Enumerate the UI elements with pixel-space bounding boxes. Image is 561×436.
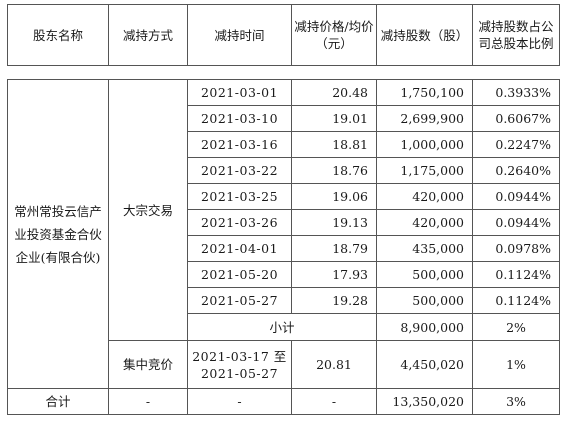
holder-name-cell: 常州常投云信产业投资基金合伙企业(有限合伙) xyxy=(7,79,109,389)
table-row: 2021-04-01 18.79 435,000 0.0978% xyxy=(8,235,560,262)
shares-cell: 2,699,900 xyxy=(376,105,473,132)
shares-cell: 435,000 xyxy=(376,235,473,262)
auction-time-cell: 2021-03-17 至 2021-05-27 xyxy=(187,340,292,389)
ratio-cell: 0.1124% xyxy=(472,287,560,314)
total-time: - xyxy=(187,388,292,415)
date-cell: 2021-04-01 xyxy=(187,235,292,262)
price-cell: 18.76 xyxy=(291,157,377,184)
table-row: 常州常投云信产业投资基金合伙企业(有限合伙) 大宗交易 2021-03-01 2… xyxy=(7,79,560,389)
total-row: 合计 - - - 13,350,020 3% xyxy=(7,388,560,415)
price-cell: 19.01 xyxy=(291,105,377,132)
total-method: - xyxy=(108,388,188,415)
ratio-cell: 0.6067% xyxy=(472,105,560,132)
ratio-cell: 0.0944% xyxy=(472,209,560,236)
price-cell: 17.93 xyxy=(291,261,377,288)
header-row: 股东名称 减持方式 减持时间 减持价格/均价（元） 减持股数（股） 减持股数占公… xyxy=(7,4,560,66)
shares-cell: 500,000 xyxy=(376,287,473,314)
spacer-row xyxy=(7,65,560,80)
total-label: 合计 xyxy=(7,388,109,415)
subtotal-ratio: 2% xyxy=(472,313,560,341)
shares-cell: 1,750,100 xyxy=(376,79,473,106)
table-row: 2021-03-10 19.01 2,699,900 0.6067% xyxy=(8,105,560,132)
shares-cell: 1,175,000 xyxy=(376,157,473,184)
table-row: 2021-03-25 19.06 420,000 0.0944% xyxy=(8,183,560,210)
date-cell: 2021-03-26 xyxy=(187,209,292,236)
date-cell: 2021-03-22 xyxy=(187,157,292,184)
ratio-cell: 0.1124% xyxy=(472,261,560,288)
block-trade-method-cell: 大宗交易 xyxy=(108,79,188,341)
ratio-cell: 0.0944% xyxy=(472,183,560,210)
header-price: 减持价格/均价（元） xyxy=(291,4,377,66)
date-cell: 2021-03-10 xyxy=(187,105,292,132)
shares-cell: 500,000 xyxy=(376,261,473,288)
price-cell: 18.81 xyxy=(291,131,377,158)
header-holder: 股东名称 xyxy=(7,4,109,66)
date-cell: 2021-03-25 xyxy=(187,183,292,210)
table-row: 2021-05-27 19.28 500,000 0.1124% xyxy=(8,287,560,314)
subtotal-label: 小计 xyxy=(187,313,377,341)
date-cell: 2021-05-20 xyxy=(187,261,292,288)
shares-cell: 420,000 xyxy=(376,209,473,236)
table-row: 2021-03-26 19.13 420,000 0.0944% xyxy=(8,209,560,236)
header-method: 减持方式 xyxy=(108,4,188,66)
date-cell: 2021-03-16 xyxy=(187,131,292,158)
reduction-table: 股东名称 减持方式 减持时间 减持价格/均价（元） 减持股数（股） 减持股数占公… xyxy=(7,4,560,415)
auction-price-cell: 20.81 xyxy=(291,340,377,389)
header-ratio: 减持股数占公司总股本比例 xyxy=(472,4,560,66)
total-shares: 13,350,020 xyxy=(376,388,473,415)
auction-method-cell: 集中竞价 xyxy=(108,340,188,389)
header-shares: 减持股数（股） xyxy=(376,4,473,66)
date-cell: 2021-03-01 xyxy=(187,79,292,106)
price-cell: 20.48 xyxy=(291,79,377,106)
ratio-cell: 0.0978% xyxy=(472,235,560,262)
auction-ratio-cell: 1% xyxy=(472,340,560,389)
ratio-cell: 0.2640% xyxy=(472,157,560,184)
subtotal-shares: 8,900,000 xyxy=(376,313,473,341)
price-cell: 19.28 xyxy=(291,287,377,314)
price-cell: 19.06 xyxy=(291,183,377,210)
shares-cell: 1,000,000 xyxy=(376,131,473,158)
ratio-cell: 0.3933% xyxy=(472,79,560,106)
header-time: 减持时间 xyxy=(187,4,292,66)
total-price: - xyxy=(291,388,377,415)
date-cell: 2021-05-27 xyxy=(187,287,292,314)
price-cell: 19.13 xyxy=(291,209,377,236)
auction-shares-cell: 4,450,020 xyxy=(376,340,473,389)
table-row: 2021-03-22 18.76 1,175,000 0.2640% xyxy=(8,157,560,184)
total-ratio: 3% xyxy=(472,388,560,415)
price-cell: 18.79 xyxy=(291,235,377,262)
table-row: 2021-05-20 17.93 500,000 0.1124% xyxy=(8,261,560,288)
shares-cell: 420,000 xyxy=(376,183,473,210)
ratio-cell: 0.2247% xyxy=(472,131,560,158)
table-row: 2021-03-16 18.81 1,000,000 0.2247% xyxy=(8,131,560,158)
